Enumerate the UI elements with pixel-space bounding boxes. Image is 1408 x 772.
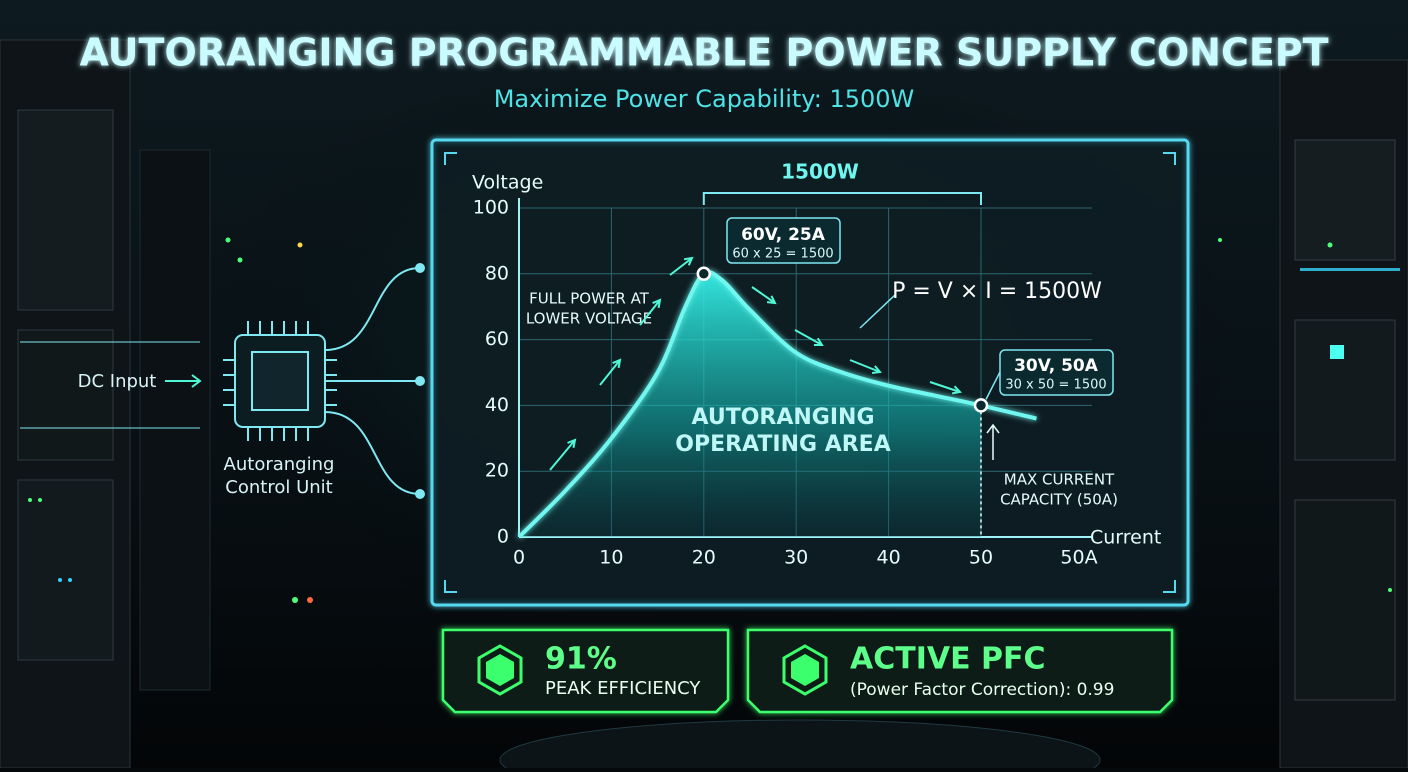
x-tick-label: 0: [513, 547, 525, 569]
chip-pins: [223, 321, 337, 441]
rack-left: [0, 39, 313, 769]
area-label: OPERATING AREA: [675, 432, 890, 457]
operating-point: [973, 398, 989, 413]
callout-leader: [985, 371, 1001, 400]
input-label: DC Input: [78, 371, 157, 392]
control-diagram: [20, 263, 425, 499]
subtitle: Maximize Power Capability: 1500W: [494, 85, 915, 113]
card-label: PEAK EFFICIENCY: [545, 678, 701, 699]
control-unit-label: Control Unit: [225, 477, 332, 498]
x-axis-label: Current: [1090, 527, 1161, 549]
full-power-label: LOWER VOLTAGE: [526, 310, 652, 328]
rack-right: [1218, 59, 1408, 769]
x-tick-label: 20: [692, 547, 716, 569]
card: [441, 628, 730, 714]
x-tick-label: 50: [969, 547, 993, 569]
power-bracket: [702, 192, 982, 205]
x-tick-label: 10: [599, 547, 623, 569]
y-axis-label: Voltage: [472, 172, 543, 194]
pedestal: [499, 719, 1101, 772]
flow-arrow: [669, 256, 694, 276]
connector: [324, 411, 421, 495]
chip-core: [251, 351, 309, 411]
flow-arrow: [639, 298, 662, 326]
power-span-label: 1500W: [781, 160, 859, 184]
y-tick-label: 40: [485, 394, 509, 416]
full-power-label: FULL POWER AT: [529, 290, 650, 308]
connector: [20, 341, 200, 429]
callout-label: 30V, 50A: [1014, 356, 1099, 376]
card-value: 91%: [545, 642, 617, 677]
x-tick-label: 30: [784, 547, 808, 569]
operating-point: [696, 266, 712, 282]
flow-arrow: [929, 381, 962, 395]
control-unit-label: Autoranging: [224, 454, 335, 475]
flow-arrow: [549, 438, 577, 471]
formula: P = V × I = 1500W: [892, 279, 1102, 304]
max-current-label: CAPACITY (50A): [1000, 491, 1118, 509]
card-value: ACTIVE PFC: [850, 642, 1046, 677]
panel-corners: [444, 152, 1176, 593]
y-tick-label: 0: [497, 526, 509, 548]
chart: 0 20 40 60 80 100 0 10 20 30 40 50 50A Voltage Current…: [472, 160, 1161, 569]
area-label: AUTORANGING: [691, 405, 874, 430]
max-current-arrow: [986, 423, 1000, 460]
y-tick-label: 60: [485, 328, 509, 350]
flow-arrow: [599, 358, 622, 386]
card: [746, 628, 1174, 714]
y-tick-label: 20: [485, 460, 509, 482]
callout-box: [726, 217, 841, 264]
input-arrow: [165, 374, 202, 388]
title: AUTORANGING PROGRAMMABLE POWER SUPPLY CO…: [79, 31, 1328, 75]
formula-leader: [859, 294, 896, 329]
flow-arrow: [794, 329, 824, 347]
flow-arrow: [849, 359, 882, 374]
operating-area: [519, 272, 981, 537]
x-end-label: 50A: [1060, 547, 1097, 569]
callout-formula: 60 x 25 = 1500: [732, 247, 833, 262]
max-current-label: MAX CURRENT: [1004, 471, 1115, 489]
power-curve: [517, 270, 1037, 539]
x-tick-label: 40: [877, 547, 901, 569]
callout-label: 60V, 25A: [741, 225, 826, 245]
y-tick-label: 80: [485, 262, 509, 284]
card-label: (Power Factor Correction): 0.99: [850, 680, 1114, 700]
flow-arrow: [751, 286, 777, 305]
connector: [324, 267, 421, 351]
callout-formula: 30 x 50 = 1500: [1005, 378, 1106, 393]
y-tick-label: 100: [473, 197, 509, 219]
